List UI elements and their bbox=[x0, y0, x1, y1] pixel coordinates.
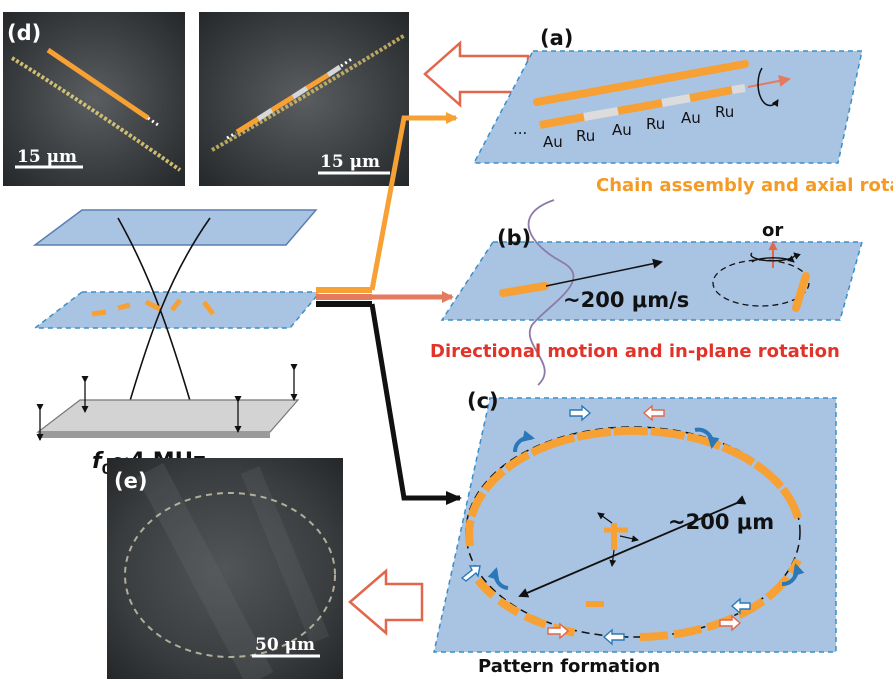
rod-chain-top bbox=[533, 60, 749, 106]
rotation-icon-cw bbox=[751, 255, 795, 263]
arrow-to-a bbox=[369, 112, 458, 291]
plane-a bbox=[472, 50, 863, 164]
diameter-arrow bbox=[518, 495, 747, 598]
branch-arrows bbox=[316, 112, 462, 505]
speed-label: ~200 μm/s bbox=[563, 288, 689, 312]
pressure-node-curve bbox=[119, 217, 211, 436]
center-rod-cluster bbox=[597, 512, 639, 567]
middle-plane bbox=[32, 291, 322, 329]
motion-arrow bbox=[545, 258, 663, 287]
panel-label-d: (d) bbox=[7, 21, 41, 45]
transducer-plate bbox=[36, 399, 300, 433]
segmented-chain-au-ru bbox=[539, 84, 746, 129]
plane-b bbox=[440, 241, 863, 321]
top-plane bbox=[32, 209, 318, 246]
chain-label-au: Au bbox=[681, 109, 701, 127]
axis-arrow bbox=[747, 75, 791, 88]
diameter-label: ~200 μm bbox=[668, 510, 774, 534]
panel-label-b: (b) bbox=[497, 226, 531, 250]
panel-label-a: (a) bbox=[540, 26, 573, 50]
caption-a: Chain assembly and axial rotation bbox=[596, 175, 893, 196]
chain-label-au: Au bbox=[543, 133, 563, 151]
panel-label-c: (c) bbox=[467, 389, 499, 413]
panel-c: (c) ~200 μm bbox=[433, 389, 837, 677]
rods-schematic bbox=[91, 298, 215, 317]
standing-wave-curve bbox=[527, 199, 575, 386]
chain-label-ru: Ru bbox=[715, 103, 734, 121]
segmented-rod-overlay bbox=[226, 56, 354, 140]
chain-label-ru: Ru bbox=[576, 127, 595, 145]
hollow-arrow-to-e bbox=[348, 568, 424, 636]
resonator-schematic: f0≈4 MHz bbox=[32, 209, 322, 478]
or-label: or bbox=[762, 220, 783, 241]
rotation-arrows bbox=[487, 427, 805, 590]
arrow-to-c bbox=[369, 303, 462, 505]
scale-label-d-left: 15 μm bbox=[17, 147, 77, 167]
plane-c bbox=[433, 397, 837, 653]
axial-rotation-icon bbox=[757, 67, 779, 107]
caption-c: Pattern formation bbox=[478, 656, 660, 677]
chain-label-au: Au bbox=[612, 121, 632, 139]
chain-label-ru: Ru bbox=[646, 115, 665, 133]
flow-arrows bbox=[460, 404, 751, 646]
vibration-arrows bbox=[36, 364, 298, 441]
scale-label-e: 50 μm bbox=[255, 635, 315, 655]
caption-b: Directional motion and in-plane rotation bbox=[430, 341, 840, 362]
micrograph-d-right: 15 μm bbox=[199, 12, 409, 186]
chain-dots: ... bbox=[513, 120, 527, 138]
panel-b: (b) ~200 μm/s or Directional motion and … bbox=[430, 199, 863, 386]
panel-label-e: (e) bbox=[114, 469, 147, 493]
panel-a: (a) ... Au Ru Au Ru Au Ru Chain assembly… bbox=[472, 26, 893, 196]
micrograph-e: (e) 50 μm bbox=[107, 458, 343, 679]
micrograph-d-left: (d) 15 μm bbox=[3, 12, 185, 186]
scale-label-d-right: 15 μm bbox=[320, 152, 380, 172]
rod-b bbox=[499, 282, 549, 297]
rod-b-rotating bbox=[792, 272, 810, 312]
rod-overlay bbox=[46, 47, 150, 121]
